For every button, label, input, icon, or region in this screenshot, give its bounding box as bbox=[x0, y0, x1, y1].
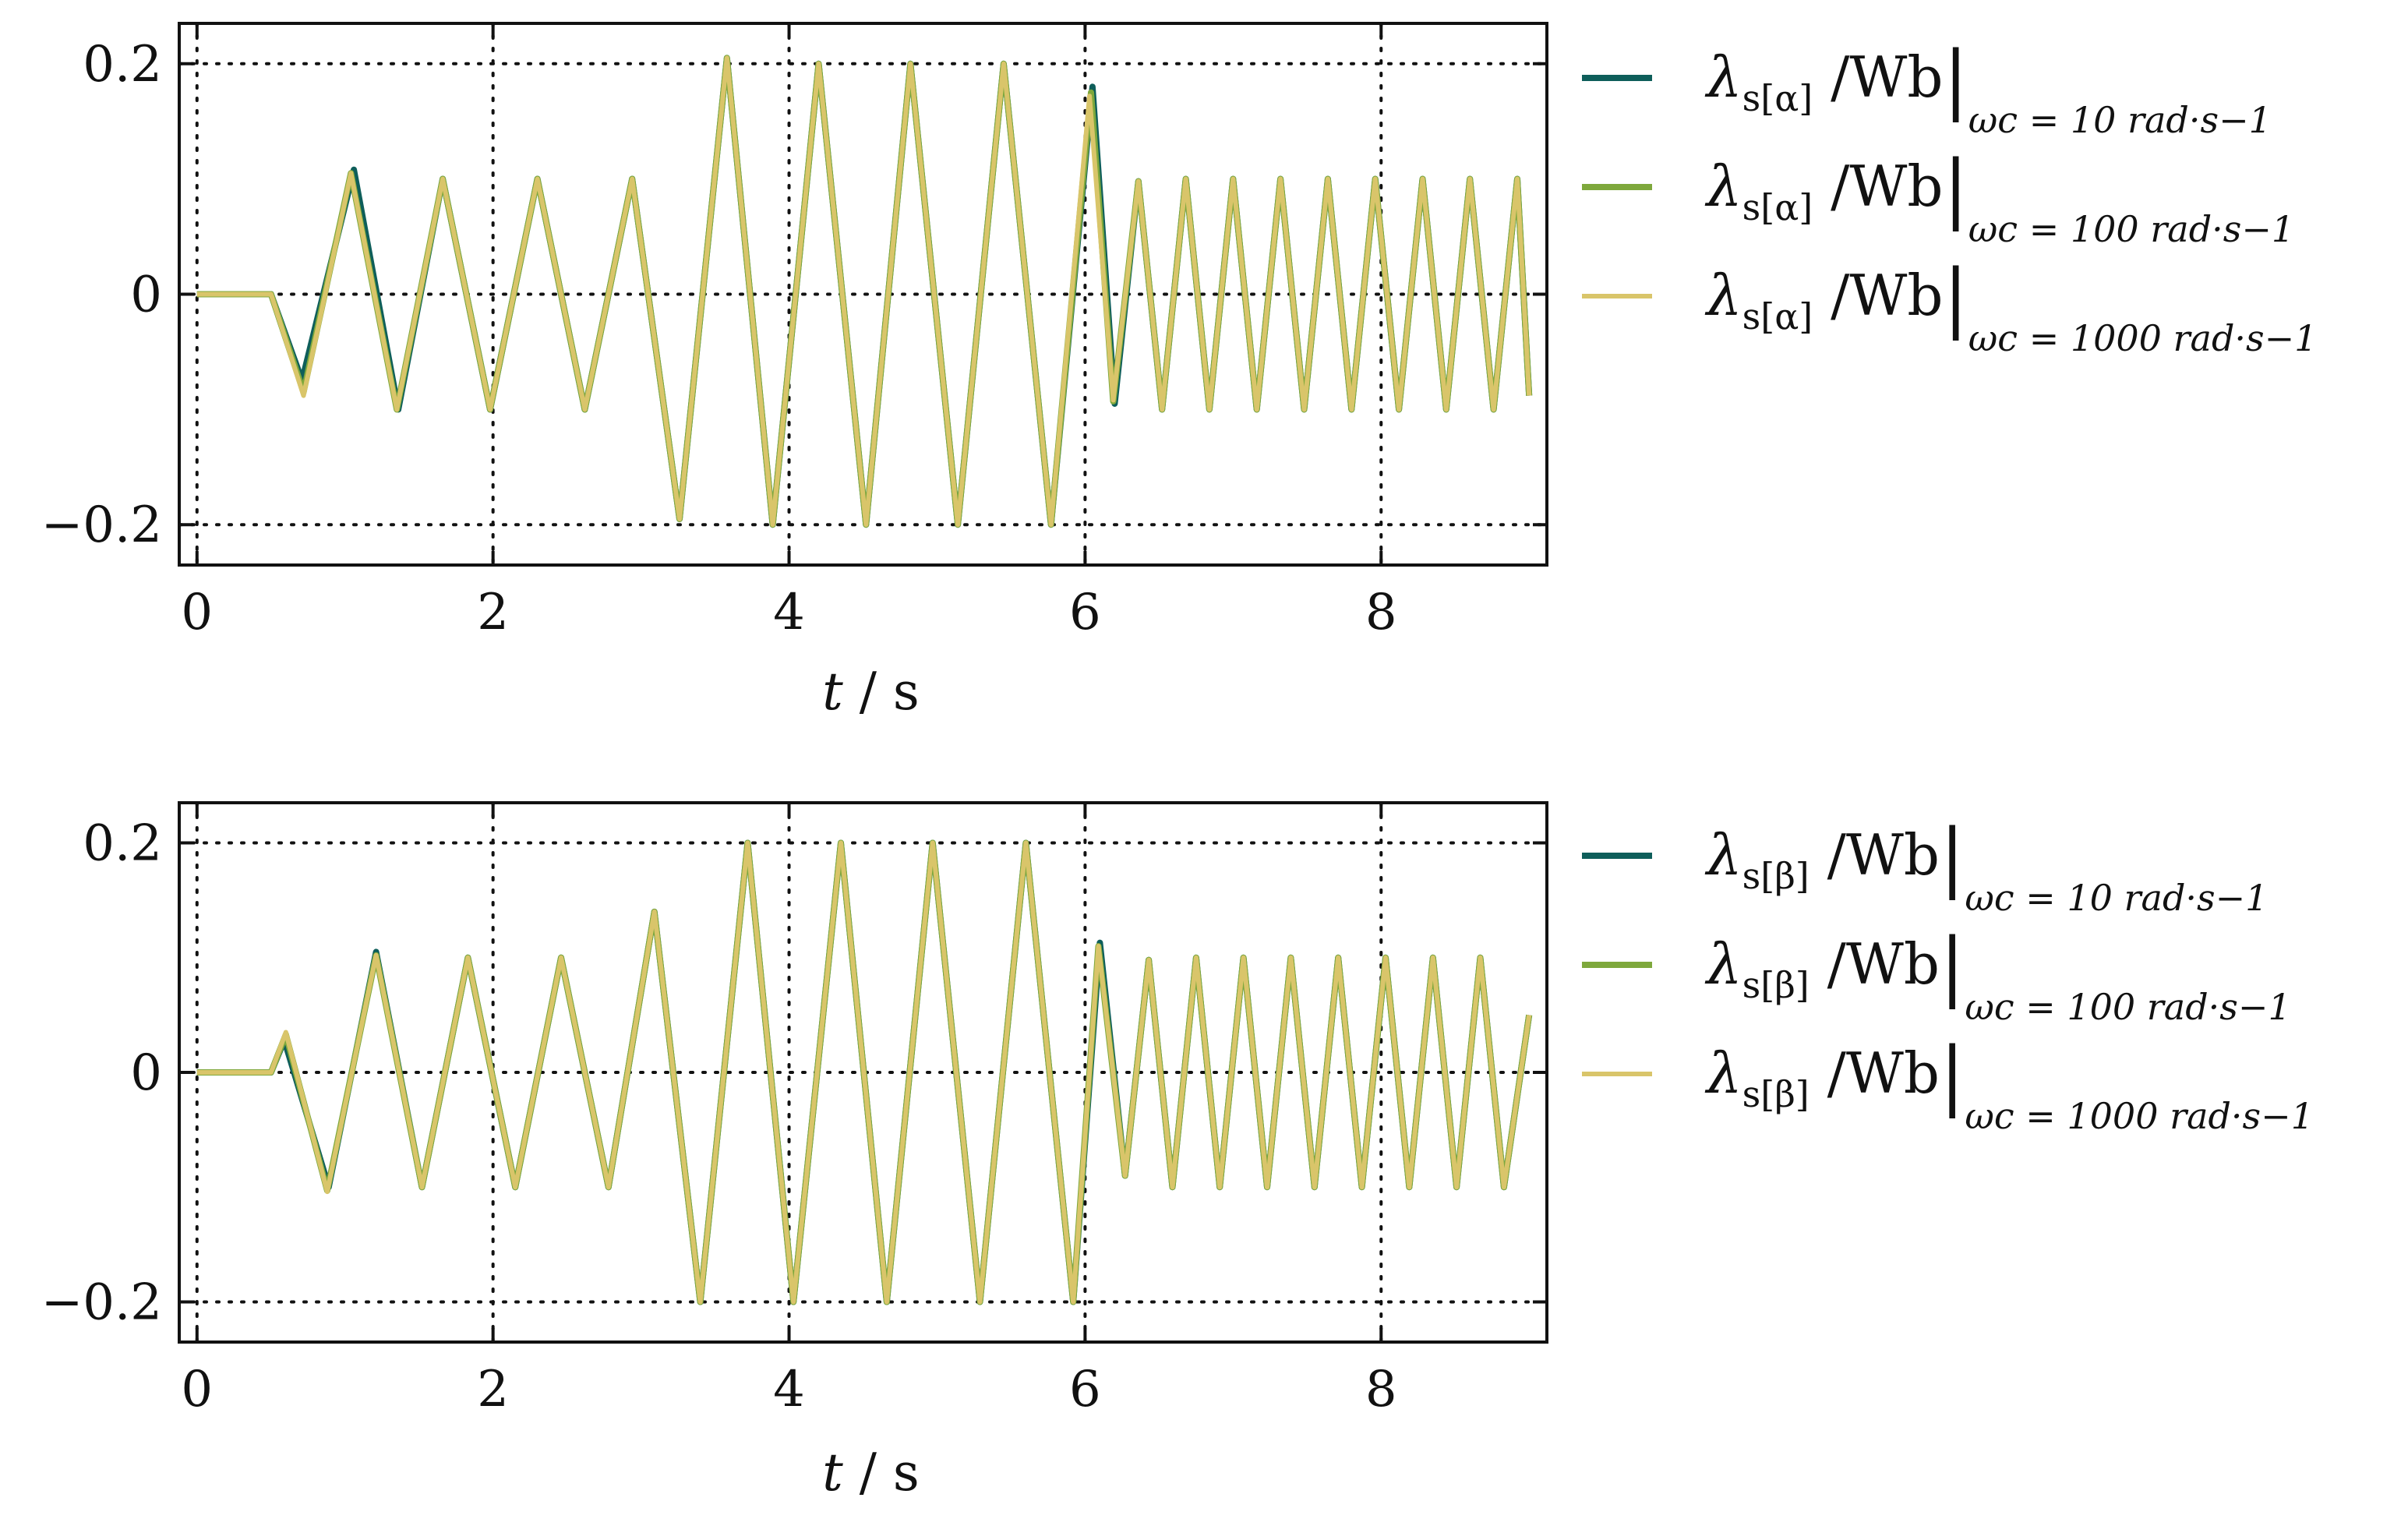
series-line-3 bbox=[196, 840, 1532, 1305]
series-line-1 bbox=[196, 55, 1533, 528]
x-axis-label: t / s bbox=[822, 1443, 920, 1503]
x-tick-label: 6 bbox=[1069, 584, 1101, 641]
x-tick-label: 8 bbox=[1365, 584, 1397, 641]
y-tick-label: 0.2 bbox=[83, 36, 162, 94]
legend-entry-2: λs[α] /Wb|ωc = 100 rad·s−1 bbox=[1704, 144, 2294, 250]
y-tick-label: 0 bbox=[130, 1044, 162, 1102]
x-axis-label: t / s bbox=[822, 662, 920, 722]
x-tick-label: 8 bbox=[1365, 1361, 1397, 1418]
chart-panel-2: 0 2 4 6 8 −0.2 0 0.2 t / s λs[β] /Wb|ωc = 10 rad·… bbox=[41, 801, 2314, 1503]
legend-entry-1: λs[α] /Wb|ωc = 10 rad·s−1 bbox=[1704, 35, 2272, 141]
y-tick-label: −0.2 bbox=[41, 496, 162, 554]
legend-entry-3: λs[β] /Wb|ωc = 1000 rad·s−1 bbox=[1704, 1031, 2314, 1137]
chart-panel-1: 0 2 4 6 8 −0.2 0 0.2 t / s λs[α] /Wb|ωc = 10 rad·… bbox=[41, 22, 2317, 722]
y-tick-label: 0.2 bbox=[83, 815, 162, 873]
y-tick-label: −0.2 bbox=[41, 1273, 162, 1331]
x-tick-label: 0 bbox=[181, 584, 213, 641]
legend-entry-1: λs[β] /Wb|ωc = 10 rad·s−1 bbox=[1704, 813, 2268, 919]
x-tick-label: 2 bbox=[477, 584, 509, 641]
x-tick-label: 4 bbox=[773, 584, 805, 641]
legend-entry-2: λs[β] /Wb|ωc = 100 rad·s−1 bbox=[1704, 922, 2291, 1028]
series-line-2 bbox=[196, 55, 1533, 528]
y-tick-label: 0 bbox=[130, 267, 162, 324]
x-tick-label: 6 bbox=[1069, 1361, 1101, 1418]
legend-entry-3: λs[α] /Wb|ωc = 1000 rad·s−1 bbox=[1704, 253, 2317, 359]
x-tick-label: 4 bbox=[773, 1361, 805, 1418]
x-tick-label: 0 bbox=[181, 1361, 213, 1418]
x-tick-label: 2 bbox=[477, 1361, 509, 1418]
series-line-3 bbox=[196, 55, 1532, 528]
